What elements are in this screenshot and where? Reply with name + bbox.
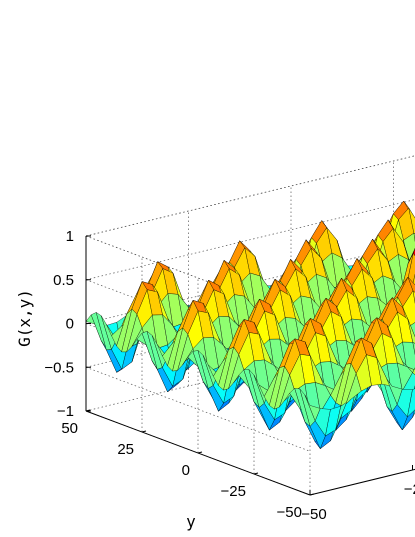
- z-tick-label: 0: [66, 316, 74, 333]
- y-tick-mark: [85, 409, 91, 412]
- surface-patch: [412, 341, 415, 355]
- surface-patch: [408, 207, 415, 235]
- grid-line: [85, 155, 415, 237]
- y-tick-label: 0: [182, 462, 190, 479]
- z-tick-labels: −1 −0.5 0 0.5 1: [44, 228, 91, 420]
- y-tick-label: 25: [117, 441, 134, 458]
- x-axis-line: [309, 468, 415, 496]
- grid-line: [85, 199, 415, 281]
- y-axis-label: y: [186, 512, 196, 531]
- z-axis-label: G(x,y): [15, 289, 34, 347]
- z-tick-label: 1: [66, 228, 74, 245]
- surface-patch: [402, 409, 415, 431]
- grid-line: [85, 155, 415, 237]
- surface-patch: [408, 248, 415, 264]
- z-tick-label: −0.5: [44, 359, 74, 376]
- z-tick-label: −1: [57, 403, 74, 420]
- x-tick-labels: −50 −25: [301, 465, 415, 523]
- y-tick-mark: [253, 472, 259, 475]
- y-tick-mark: [197, 451, 203, 454]
- x-tick-label: −25: [404, 481, 415, 498]
- surface-patch: [407, 388, 415, 418]
- x-tick-label: −50: [301, 506, 326, 523]
- y-tick-mark: [141, 430, 147, 433]
- y-tick-labels: 50 25 0 −25 −50: [61, 409, 315, 521]
- y-tick-label: −50: [277, 504, 302, 521]
- z-tick-label: 0.5: [53, 272, 74, 289]
- surface-patch: [412, 367, 415, 376]
- surface-patch: [412, 407, 415, 418]
- surface-mesh: [85, 200, 415, 450]
- y-tick-label: 50: [61, 420, 78, 437]
- y-tick-mark: [309, 493, 315, 496]
- y-tick-label: −25: [221, 483, 246, 500]
